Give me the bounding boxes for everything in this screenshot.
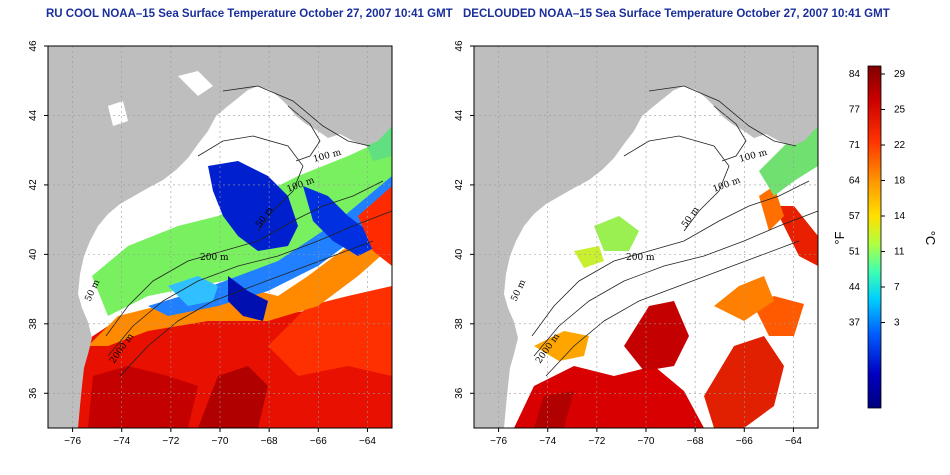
x-tick-label: −70 [638,436,655,447]
colorbar: 84 77 71 64 57 51 44 37 29 25 22 18 14 11 7 3 °F °C [832,65,938,409]
y-tick-label: 44 [454,109,465,121]
y-tick-label: 42 [28,179,39,191]
colorbar-fahrenheit-tick: 77 [849,105,861,116]
contour-label-200m: 200 m [626,253,655,263]
x-tick-label: −76 [64,436,81,447]
x-tick-label: −68 [261,436,278,447]
colorbar-fahrenheit-tick: 44 [849,282,861,293]
y-tick-label: 40 [454,248,465,260]
map-panel-declouded: 100 m 100 m 50 m 200 m 50 m 2000 m −76 −7… [454,40,819,447]
panel-title-raw: RU COOL NOAA–15 Sea Surface Temperature … [46,8,453,20]
x-tick-label: −74 [539,436,556,447]
x-tick-label: −70 [212,436,229,447]
x-tick-label: −76 [490,436,507,447]
x-tick-label: −66 [736,436,753,447]
colorbar-celsius-tick: 22 [894,140,906,151]
colorbar-fahrenheit-tick: 71 [849,140,861,151]
colorbar-celsius-tick: 3 [894,318,900,329]
bathymetry-contours [105,85,393,377]
y-tick-label: 36 [28,387,39,399]
colorbar-celsius-tick: 7 [894,282,900,293]
x-tick-label: −64 [785,436,802,447]
colorbar-fahrenheit-tick: 84 [849,69,861,80]
colorbar-fahrenheit-tick: 51 [849,247,861,258]
x-tick-label: −64 [359,436,376,447]
y-tick-label: 40 [28,248,39,260]
map-panel-raw: 100 m 100 m 50 m 200 m 50 m 2000 m −76 −7… [28,40,393,447]
y-tick-label: 36 [454,387,465,399]
y-tick-label: 46 [28,40,39,52]
colorbar-celsius-tick: 25 [894,105,906,116]
x-tick-label: −72 [162,436,179,447]
x-tick-label: −74 [113,436,130,447]
x-tick-label: −66 [310,436,327,447]
colorbar-celsius-tick: 18 [894,176,906,187]
colorbar-fahrenheit-tick: 57 [849,211,861,222]
panel-title-declouded: DECLOUDED NOAA–15 Sea Surface Temperatur… [463,8,890,20]
colorbar-fahrenheit-tick: 64 [849,176,861,187]
celsius-unit-label: °C [923,231,938,246]
y-tick-label: 46 [454,40,465,52]
colorbar-fahrenheit-tick: 37 [849,318,861,329]
colorbar-gradient [867,65,882,409]
contour-label-200m: 200 m [200,253,229,263]
y-tick-label: 44 [28,109,39,121]
y-tick-label: 38 [28,318,39,330]
x-tick-label: −68 [687,436,704,447]
bathymetry-contours [531,85,819,377]
colorbar-celsius-tick: 11 [894,247,905,258]
x-tick-label: −72 [588,436,605,447]
colorbar-celsius-tick: 14 [894,211,906,222]
fahrenheit-unit-label: °F [832,231,847,244]
y-tick-label: 42 [454,179,465,191]
colorbar-celsius-tick: 29 [894,69,906,80]
y-tick-label: 38 [454,318,465,330]
